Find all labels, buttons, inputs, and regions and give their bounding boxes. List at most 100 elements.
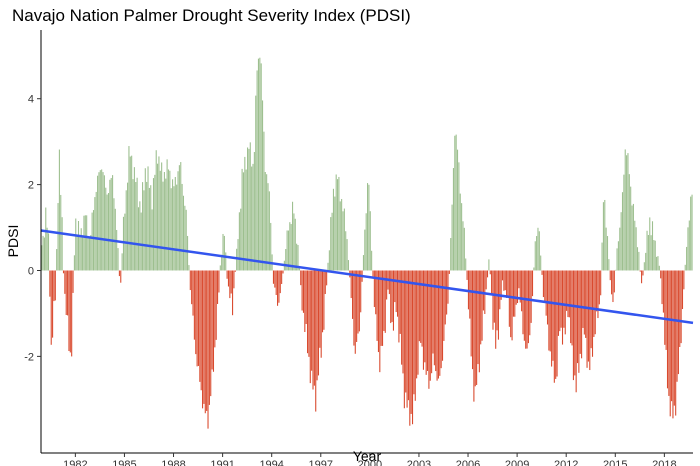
pdsi-bar [327, 262, 329, 271]
pdsi-bar [556, 270, 558, 377]
pdsi-bar [244, 156, 246, 271]
pdsi-bar [561, 270, 564, 345]
pdsi-bar [157, 163, 159, 271]
pdsi-bar [444, 270, 446, 325]
pdsi-bar [583, 270, 585, 335]
pdsi-bar [61, 217, 63, 271]
pdsi-bar [559, 270, 561, 332]
pdsi-bar [634, 220, 636, 271]
pdsi-bar [534, 241, 536, 271]
pdsi-bar [480, 270, 482, 345]
pdsi-bar [343, 208, 345, 271]
pdsi-bar [469, 270, 471, 319]
pdsi-bar [345, 231, 347, 271]
pdsi-bar [305, 270, 307, 324]
pdsi-bar [656, 256, 658, 271]
pdsi-bar [375, 270, 377, 315]
pdsi-bar [560, 270, 562, 328]
pdsi-bar [591, 270, 594, 357]
pdsi-bar [129, 156, 131, 271]
pdsi-bar [257, 58, 260, 271]
pdsi-bar [135, 182, 137, 271]
pdsi-bar [238, 212, 240, 271]
pdsi-bar [317, 270, 320, 376]
pdsi-bar [406, 270, 408, 408]
pdsi-bar [684, 264, 686, 271]
pdsi-bar [675, 270, 677, 416]
pdsi-bar [518, 270, 520, 289]
pdsi-bar [677, 270, 679, 375]
pdsi-bar [253, 152, 255, 271]
pdsi-bar [461, 203, 463, 271]
pdsi-bar [641, 270, 643, 284]
pdsi-bar [665, 270, 667, 350]
pdsi-bar [364, 229, 366, 271]
pdsi-bar [683, 270, 685, 290]
pdsi-bar [540, 255, 542, 271]
pdsi-bar [589, 270, 591, 371]
pdsi-bar [83, 215, 85, 271]
pdsi-bar [586, 270, 588, 368]
pdsi-bar [326, 270, 328, 286]
pdsi-bar [133, 167, 135, 271]
pdsi-bar [626, 155, 628, 271]
pdsi-bar [82, 236, 84, 271]
pdsi-bar [324, 270, 326, 295]
pdsi-bar [392, 270, 394, 331]
pdsi-bar [184, 205, 186, 271]
pdsi-bar [474, 270, 476, 387]
pdsi-bar [259, 57, 261, 271]
pdsi-bar [476, 270, 478, 385]
pdsi-bar [181, 183, 183, 271]
pdsi-bar [90, 235, 92, 271]
pdsi-bar [481, 270, 483, 341]
pdsi-bar [282, 270, 284, 274]
pdsi-bar [508, 270, 510, 327]
pdsi-bar [466, 270, 468, 280]
pdsi-bar [542, 270, 544, 298]
pdsi-bar [158, 156, 160, 271]
pdsi-bar [409, 270, 411, 426]
pdsi-bar [304, 270, 306, 332]
pdsi-bar [541, 270, 543, 275]
pdsi-bar [394, 270, 396, 303]
pdsi-bar [255, 95, 257, 271]
pdsi-bar [132, 179, 134, 271]
pdsi-bar [391, 270, 393, 322]
pdsi-bar [585, 270, 587, 338]
pdsi-bar [511, 270, 513, 341]
pdsi-bar [109, 179, 111, 271]
x-tick-label: 1985 [112, 459, 136, 466]
pdsi-bar [92, 210, 95, 271]
pdsi-bar [382, 270, 384, 346]
pdsi-bar [313, 270, 315, 386]
pdsi-bar [237, 239, 239, 271]
pdsi-bar [139, 201, 141, 271]
pdsi-bar [424, 270, 426, 363]
pdsi-bar [492, 270, 494, 330]
pdsi-bar [332, 188, 334, 271]
pdsi-bar [75, 218, 77, 271]
pdsi-bar [189, 270, 191, 291]
pdsi-bar [95, 191, 97, 271]
pdsi-bar [214, 270, 216, 348]
pdsi-bar [211, 270, 213, 370]
pdsi-bar [187, 235, 189, 271]
pdsi-bar [420, 270, 422, 343]
pdsi-bar [97, 175, 99, 271]
pdsi-bar [86, 215, 88, 271]
pdsi-bar [418, 270, 420, 342]
pdsi-bar [441, 270, 444, 361]
pdsi-bar [188, 265, 190, 271]
pdsi-bar [654, 240, 656, 271]
pdsi-bar [497, 270, 499, 340]
pdsi-bar [308, 270, 310, 357]
pdsi-bar [638, 251, 640, 271]
pdsi-bar [433, 270, 435, 366]
x-tick-label: 2000 [358, 459, 382, 466]
pdsi-bar [206, 270, 208, 411]
pdsi-bar [155, 150, 157, 271]
pdsi-bar [353, 270, 355, 346]
pdsi-bar [166, 159, 168, 271]
pdsi-bar [582, 270, 584, 328]
